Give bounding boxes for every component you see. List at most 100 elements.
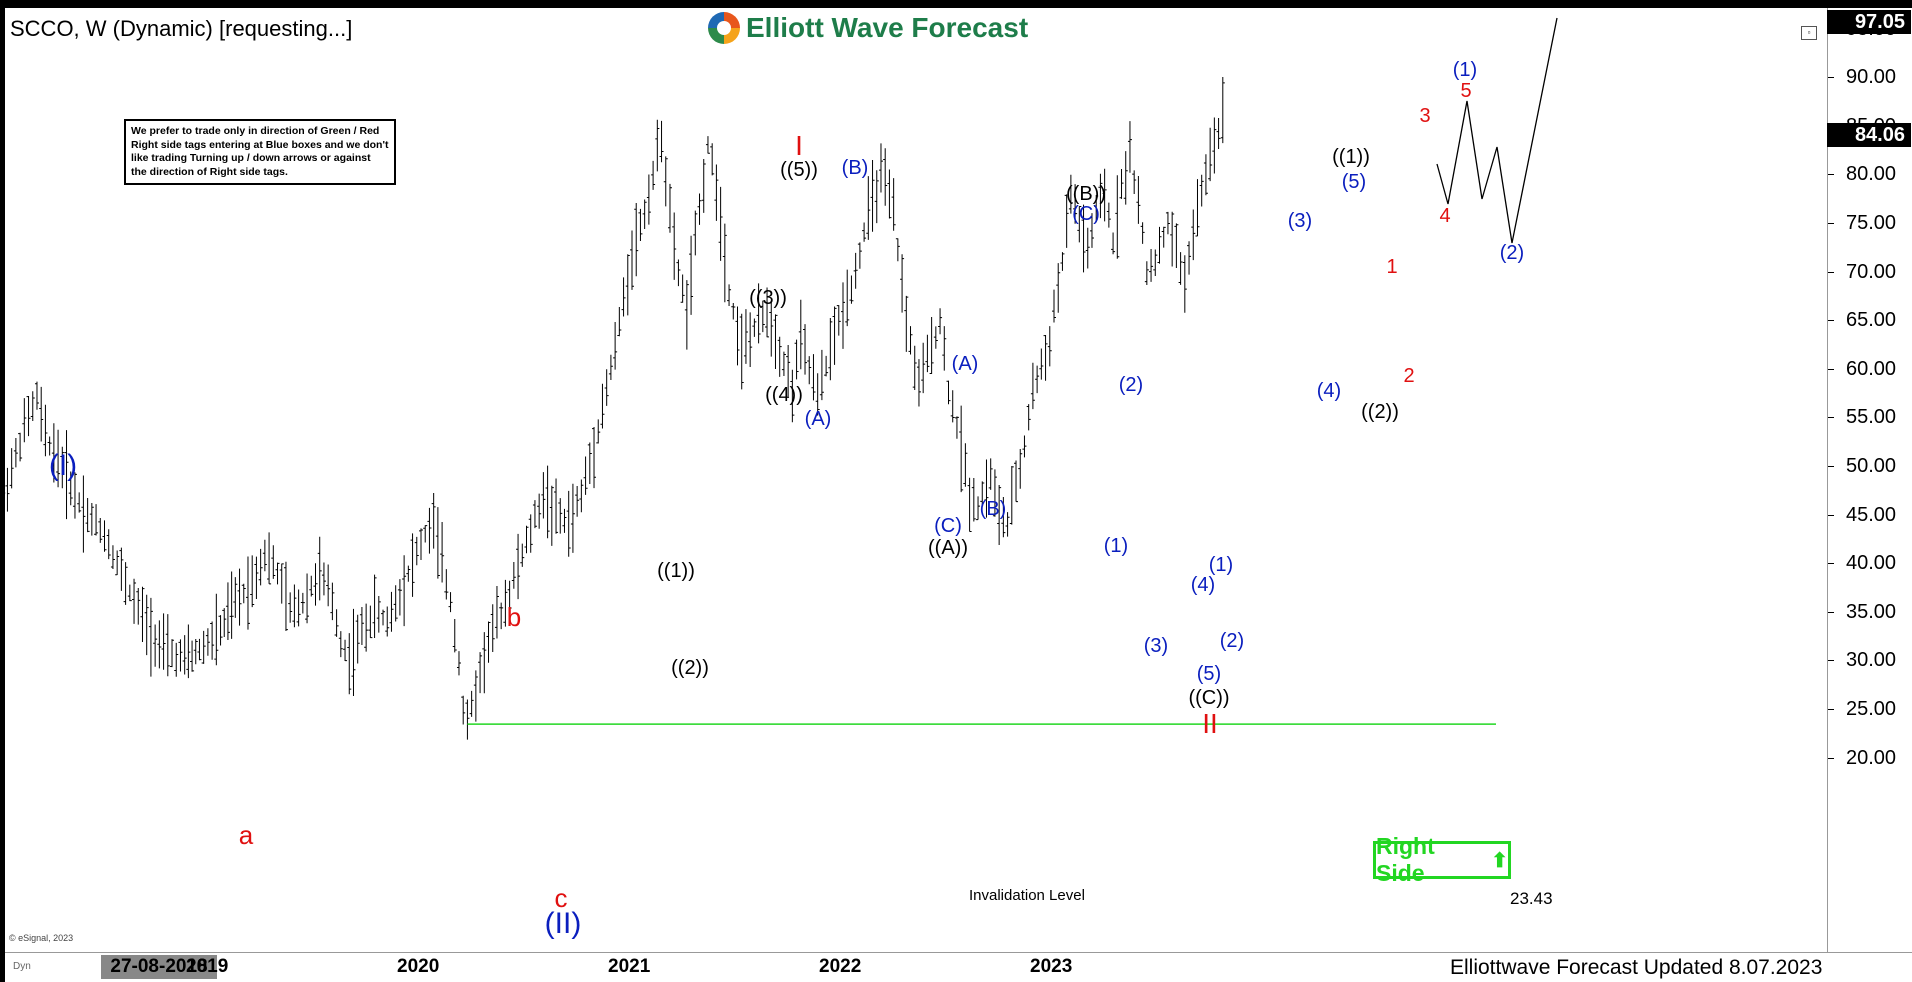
ohlc-bar — [322, 562, 326, 595]
ohlc-bar — [710, 143, 714, 175]
ohlc-bar — [440, 522, 444, 583]
ohlc-bar — [638, 209, 642, 241]
ohlc-bar — [807, 356, 811, 384]
ohlc-bar — [27, 396, 31, 436]
ohlc-bar — [1039, 348, 1043, 379]
ohlc-bar — [474, 670, 478, 721]
price-tick-mark — [1828, 417, 1834, 418]
ohlc-bar — [415, 537, 419, 565]
ohlc-bar — [314, 563, 318, 605]
ohlc-bar — [854, 253, 858, 289]
ohlc-bar — [833, 307, 837, 365]
ohlc-bar — [706, 136, 710, 153]
price-tick-mark — [1828, 369, 1834, 370]
price-tick: 25.00 — [1846, 698, 1896, 721]
ohlc-bar — [1115, 175, 1119, 259]
wave-label: ((1)) — [657, 561, 695, 581]
ohlc-bar — [166, 614, 170, 676]
ohlc-bar — [512, 562, 516, 589]
ohlc-bar — [871, 160, 875, 232]
ohlc-bar — [752, 318, 756, 336]
ohlc-bar — [698, 193, 702, 224]
ohlc-bar — [634, 203, 638, 276]
ohlc-bar — [546, 466, 550, 539]
ohlc-bar — [280, 564, 284, 604]
esignal-credit: © eSignal, 2023 — [9, 934, 73, 943]
ohlc-bar — [292, 584, 296, 627]
ohlc-bar — [254, 557, 258, 599]
ohlc-bar — [230, 571, 234, 638]
wave-label: (5) — [1342, 172, 1366, 192]
ohlc-bar — [719, 187, 723, 261]
ohlc-bar — [81, 475, 85, 552]
price-tick: 90.00 — [1846, 66, 1896, 89]
price-tick-mark — [1828, 466, 1834, 467]
ohlc-bar — [909, 326, 913, 354]
ohlc-bar — [487, 622, 491, 663]
ohlc-bar — [465, 699, 469, 739]
ohlc-bar — [339, 631, 343, 657]
ohlc-bar — [554, 478, 558, 533]
ohlc-bar — [1200, 175, 1204, 207]
ohlc-bar — [845, 270, 849, 327]
ohlc-bar — [900, 254, 904, 312]
ohlc-bar — [858, 242, 862, 268]
wave-label: ((4)) — [765, 385, 803, 405]
ohlc-bar — [263, 540, 267, 572]
time-tick: 2023 — [1030, 956, 1072, 978]
ohlc-bar — [1204, 154, 1208, 195]
price-tick: 35.00 — [1846, 601, 1896, 624]
price-tick-mark — [1828, 272, 1834, 273]
ohlc-bar — [748, 312, 752, 367]
ohlc-bar — [219, 615, 223, 645]
ohlc-bar — [883, 148, 887, 205]
ohlc-bar — [1187, 241, 1191, 274]
ohlc-bar — [1162, 227, 1166, 248]
ohlc-bar — [1149, 249, 1153, 282]
ohlc-bar — [419, 528, 423, 560]
ohlc-bar — [913, 346, 917, 390]
window-restore-icon[interactable]: ▫ — [1801, 26, 1817, 40]
ohlc-bar — [1208, 128, 1212, 181]
ohlc-bar — [643, 199, 647, 229]
ohlc-bar — [206, 628, 210, 656]
ohlc-bar — [1170, 212, 1174, 267]
ohlc-bar — [271, 545, 275, 579]
ohlc-bar — [145, 595, 149, 655]
ohlc-bar — [368, 606, 372, 638]
ohlc-bar — [626, 254, 630, 315]
plot-area[interactable]: SCCO, W (Dynamic) [requesting...] Elliot… — [5, 8, 1827, 952]
ohlc-bar — [1010, 466, 1014, 525]
ohlc-bar — [605, 369, 609, 406]
ohlc-bar — [562, 509, 566, 533]
ohlc-bar — [238, 569, 242, 626]
ohlc-bar — [862, 223, 866, 242]
ohlc-bar — [301, 593, 305, 614]
wave-label: (1) — [1104, 536, 1128, 556]
ohlc-bar — [226, 582, 230, 640]
dynamic-indicator: Dyn — [13, 961, 31, 972]
wave-label: (A) — [952, 354, 979, 374]
ohlc-bar — [672, 212, 676, 279]
ohlc-bar — [934, 326, 938, 348]
ohlc-bar — [482, 632, 486, 693]
wave-label: (1) — [1209, 555, 1233, 575]
trading-note: We prefer to trade only in direction of … — [124, 119, 396, 185]
ohlc-bar — [1166, 212, 1170, 234]
ohlc-bar — [411, 533, 415, 596]
ohlc-bar — [955, 416, 959, 438]
ohlc-bar — [600, 384, 604, 429]
ohlc-bar — [478, 652, 482, 693]
invalidation-value: 23.43 — [1510, 890, 1553, 907]
ohlc-bar — [406, 566, 410, 582]
projection-path — [1437, 18, 1557, 243]
price-tick: 70.00 — [1846, 261, 1896, 284]
ohlc-bar — [140, 587, 144, 642]
time-tick: 2019 — [186, 956, 228, 978]
ohlc-bar — [803, 324, 807, 375]
ohlc-bar — [685, 280, 689, 349]
ohlc-bar — [128, 585, 132, 602]
ohlc-bar — [930, 317, 934, 374]
